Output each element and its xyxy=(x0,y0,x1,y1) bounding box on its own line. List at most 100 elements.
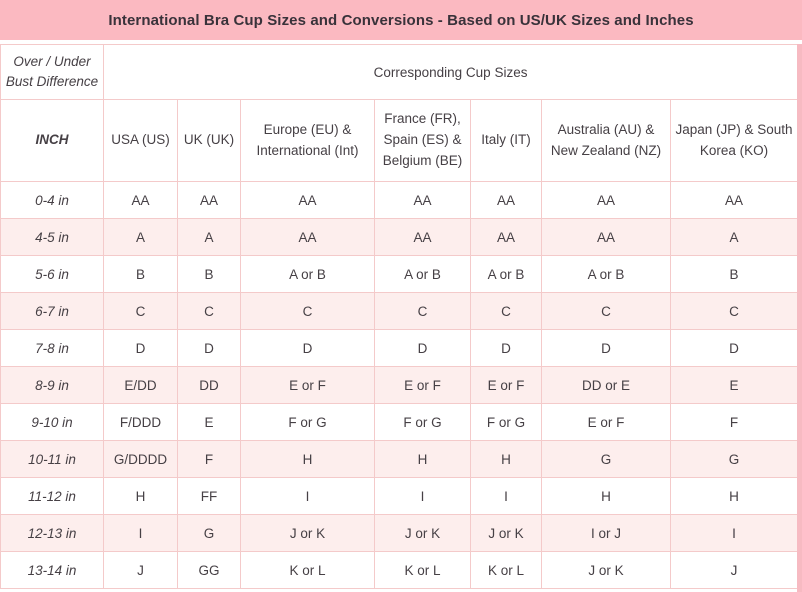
cell: F or G xyxy=(470,403,542,441)
table-row: 6-7 in C C C C C C C xyxy=(0,292,799,330)
cell: I xyxy=(103,514,178,552)
cell: H xyxy=(669,477,799,515)
cell: A xyxy=(669,218,799,256)
cell: E or F xyxy=(541,403,671,441)
cell: C xyxy=(541,292,671,330)
cell: DD xyxy=(177,366,241,404)
cell: AA xyxy=(374,181,471,219)
cell: I xyxy=(374,477,471,515)
cup-size-conversion-table: Over / Under Bust Difference Correspondi… xyxy=(0,44,799,589)
cell: C xyxy=(470,292,542,330)
cell: B xyxy=(103,255,178,293)
cell: A or B xyxy=(374,255,471,293)
table-row: 4-5 in A A AA AA AA AA A xyxy=(0,218,799,256)
cell: AA xyxy=(470,181,542,219)
cell: E or F xyxy=(240,366,375,404)
column-header: USA (US) xyxy=(103,99,178,182)
cell: C xyxy=(177,292,241,330)
cell: J xyxy=(669,551,799,589)
cell: C xyxy=(669,292,799,330)
cell: D xyxy=(669,329,799,367)
cell: K or L xyxy=(374,551,471,589)
row-header: 10-11 in xyxy=(0,440,104,478)
cell: D xyxy=(470,329,542,367)
cell: D xyxy=(541,329,671,367)
cell: I or J xyxy=(541,514,671,552)
row-header: 13-14 in xyxy=(0,551,104,589)
cell: F or G xyxy=(374,403,471,441)
column-header: Japan (JP) & South Korea (KO) xyxy=(669,99,799,182)
table-row: 10-11 in G/DDDD F H H H G G xyxy=(0,440,799,478)
column-header-row: INCH USA (US) UK (UK) Europe (EU) & Interna… xyxy=(0,99,799,182)
cell: F or G xyxy=(240,403,375,441)
column-header: Italy (IT) xyxy=(470,99,542,182)
page-background-strip xyxy=(797,44,802,592)
cell: AA xyxy=(103,181,178,219)
cell: G/DDDD xyxy=(103,440,178,478)
cell: J or K xyxy=(541,551,671,589)
column-header: Europe (EU) & International (Int) xyxy=(240,99,375,182)
cell: J xyxy=(103,551,178,589)
cell: E or F xyxy=(470,366,542,404)
corner-header: Over / Under Bust Difference xyxy=(0,44,104,100)
table-row: 7-8 in D D D D D D D xyxy=(0,329,799,367)
cell: D xyxy=(177,329,241,367)
cell: I xyxy=(669,514,799,552)
cell: B xyxy=(177,255,241,293)
cell: K or L xyxy=(240,551,375,589)
cell: AA xyxy=(470,218,542,256)
cell: A xyxy=(103,218,178,256)
cell: G xyxy=(669,440,799,478)
cell: AA xyxy=(374,218,471,256)
cell: A xyxy=(177,218,241,256)
cell: FF xyxy=(177,477,241,515)
cell: AA xyxy=(541,218,671,256)
cell: A or B xyxy=(240,255,375,293)
column-header: Australia (AU) & New Zealand (NZ) xyxy=(541,99,671,182)
cell: AA xyxy=(240,181,375,219)
cell: H xyxy=(374,440,471,478)
cell: F xyxy=(669,403,799,441)
group-header-row: Over / Under Bust Difference Correspondi… xyxy=(0,44,799,100)
cell: AA xyxy=(177,181,241,219)
cell: E xyxy=(177,403,241,441)
table-body: 0-4 in AA AA AA AA AA AA AA 4-5 in A A AA AA AA AA A 5-6… xyxy=(0,181,799,589)
row-header: 6-7 in xyxy=(0,292,104,330)
cell: I xyxy=(470,477,542,515)
table-title-banner: International Bra Cup Sizes and Conversi… xyxy=(0,0,802,40)
column-header: UK (UK) xyxy=(177,99,241,182)
cell: E or F xyxy=(374,366,471,404)
cell: I xyxy=(240,477,375,515)
table-row: 0-4 in AA AA AA AA AA AA AA xyxy=(0,181,799,219)
cell: J or K xyxy=(470,514,542,552)
cell: F/DDD xyxy=(103,403,178,441)
column-header: France (FR), Spain (ES) & Belgium (BE) xyxy=(374,99,471,182)
row-header: 11-12 in xyxy=(0,477,104,515)
cell: GG xyxy=(177,551,241,589)
cell: H xyxy=(541,477,671,515)
cell: AA xyxy=(669,181,799,219)
cell: D xyxy=(240,329,375,367)
cell: C xyxy=(240,292,375,330)
cell: H xyxy=(240,440,375,478)
column-header-inch: INCH xyxy=(0,99,104,182)
cell: E/DD xyxy=(103,366,178,404)
cell: DD or E xyxy=(541,366,671,404)
row-header: 0-4 in xyxy=(0,181,104,219)
row-header: 9-10 in xyxy=(0,403,104,441)
cell: A or B xyxy=(470,255,542,293)
cell: G xyxy=(541,440,671,478)
cell: C xyxy=(103,292,178,330)
row-header: 12-13 in xyxy=(0,514,104,552)
cell: C xyxy=(374,292,471,330)
cell: G xyxy=(177,514,241,552)
row-header: 8-9 in xyxy=(0,366,104,404)
cell: E xyxy=(669,366,799,404)
cell: AA xyxy=(240,218,375,256)
